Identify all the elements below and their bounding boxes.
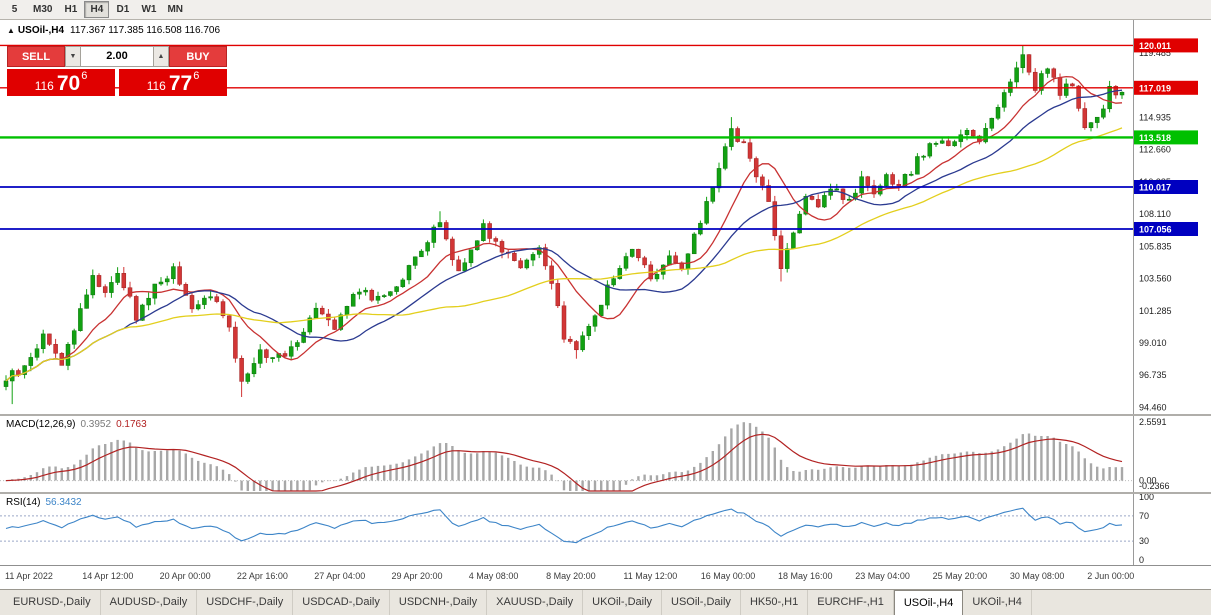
timeframe-button-h1[interactable]: H1 (58, 1, 83, 18)
sell-button[interactable]: SELL (7, 46, 65, 67)
rsi-label: RSI(14) 56.3432 (6, 497, 87, 508)
timeframe-button-5[interactable]: 5 (2, 1, 27, 18)
time-axis-label: 25 May 20:00 (932, 571, 988, 581)
collapse-panel-icon[interactable]: ▲ (7, 26, 15, 35)
macd-main-value: 0.3952 (80, 419, 112, 430)
time-axis-label: 11 May 12:00 (623, 571, 678, 581)
time-axis-label: 29 Apr 20:00 (391, 571, 443, 581)
svg-text:30: 30 (1139, 536, 1149, 546)
macd-label: MACD(12,26,9) 0.3952 0.1763 (6, 419, 152, 430)
time-axis-label: 22 Apr 16:00 (236, 571, 288, 581)
window-tab-usoil-daily[interactable]: USOil-,Daily (662, 590, 741, 615)
rsi-indicator-panel[interactable]: 100 70 30 0 RSI(14) 56.3432 (0, 492, 1211, 565)
chevron-up-icon: ▲ (157, 53, 165, 60)
chart-region: 119.485117.210114.935112.660110.385108.1… (0, 20, 1211, 589)
time-axis-label: 23 May 04:00 (855, 571, 910, 581)
svg-text:103.560: 103.560 (1139, 274, 1172, 284)
svg-text:107.056: 107.056 (1139, 225, 1172, 235)
svg-text:100: 100 (1139, 494, 1154, 502)
window-tab-ukoil-h4[interactable]: UKOil-,H4 (963, 590, 1032, 615)
window-tab-usoil-h4[interactable]: USOil-,H4 (893, 590, 964, 615)
window-tab-usdcnh-daily[interactable]: USDCNH-,Daily (390, 590, 488, 615)
time-axis-label: 20 Apr 00:00 (159, 571, 211, 581)
macd-signal-value: 0.1763 (116, 419, 147, 430)
buy-price-big: 77 (168, 72, 193, 96)
rsi-name: RSI(14) (6, 497, 41, 508)
sell-price-small: 116 (34, 79, 54, 93)
chevron-down-icon: ▼ (69, 53, 77, 60)
time-axis[interactable]: 11 Apr 2022 14 Apr 12:00 20 Apr 00:00 22 Ap… (0, 565, 1211, 589)
svg-text:101.285: 101.285 (1139, 306, 1172, 316)
window-tab-ukoil-daily[interactable]: UKOil-,Daily (583, 590, 663, 615)
price-chart-panel[interactable]: 119.485117.210114.935112.660110.385108.1… (0, 20, 1211, 414)
ohlc-values: 117.367 117.385 116.508 116.706 (70, 25, 221, 36)
time-axis-label: 2 Jun 00:00 (1087, 571, 1135, 581)
time-axis-label: 30 May 08:00 (1009, 571, 1065, 581)
svg-text:112.660: 112.660 (1139, 145, 1171, 155)
volume-increase-button[interactable]: ▲ (153, 46, 169, 67)
chart-window-tabs: EURUSD-,Daily AUDUSD-,Daily USDCHF-,Daily U… (0, 589, 1211, 615)
timeframe-button-w1[interactable]: W1 (136, 1, 161, 18)
svg-text:2.5591: 2.5591 (1139, 417, 1167, 427)
svg-text:105.835: 105.835 (1139, 241, 1172, 251)
timeframe-button-mn[interactable]: MN (162, 1, 188, 18)
macd-name: MACD(12,26,9) (6, 419, 76, 430)
svg-text:70: 70 (1139, 511, 1149, 521)
macd-indicator-panel[interactable]: 2.5591 0.00 -0.2366 MACD(12,26,9) 0.3952 0.1… (0, 414, 1211, 492)
one-click-trade-panel: SELL ▼ 2.00 ▲ BUY 116 70 6 116 77 6 (7, 46, 227, 96)
window-tab-audusd-daily[interactable]: AUDUSD-,Daily (101, 590, 198, 615)
time-axis-label: 18 May 16:00 (778, 571, 833, 581)
svg-text:99.010: 99.010 (1139, 338, 1167, 348)
rsi-value: 56.3432 (45, 497, 82, 508)
timeframe-button-h4[interactable]: H4 (84, 1, 110, 18)
svg-text:117.019: 117.019 (1139, 83, 1171, 93)
sell-price-sup: 6 (81, 70, 88, 82)
svg-text:-0.2366: -0.2366 (1139, 481, 1170, 491)
svg-text:120.011: 120.011 (1139, 41, 1171, 51)
svg-text:108.110: 108.110 (1139, 209, 1171, 219)
svg-text:114.935: 114.935 (1139, 112, 1171, 122)
sell-price-display[interactable]: 116 70 6 (7, 69, 115, 96)
svg-text:119.485: 119.485 (1139, 48, 1171, 58)
trade-prices-row: 116 70 6 116 77 6 (7, 69, 227, 96)
buy-price-sup: 6 (193, 70, 200, 82)
timeframe-button-d1[interactable]: D1 (110, 1, 135, 18)
time-axis-label: 11 Apr 2022 (5, 571, 53, 581)
buy-button[interactable]: BUY (169, 46, 227, 67)
time-axis-label: 14 Apr 12:00 (82, 571, 134, 581)
svg-text:94.460: 94.460 (1139, 403, 1167, 413)
svg-text:96.735: 96.735 (1139, 370, 1167, 380)
time-axis-label: 16 May 00:00 (700, 571, 756, 581)
svg-text:0.00: 0.00 (1139, 476, 1157, 486)
chart-header: ▲ USOil-,H4 117.367 117.385 116.508 116.70… (7, 25, 220, 36)
window-tab-usdcad-daily[interactable]: USDCAD-,Daily (293, 590, 390, 615)
svg-text:0: 0 (1139, 555, 1144, 565)
window-tab-hk50-h1[interactable]: HK50-,H1 (741, 590, 809, 615)
window-tab-eurusd-daily[interactable]: EURUSD-,Daily (4, 590, 101, 615)
symbol-label: USOil-,H4 (17, 25, 65, 36)
window-tab-eurchf-h1[interactable]: EURCHF-,H1 (808, 590, 894, 615)
time-axis-label: 8 May 20:00 (546, 571, 596, 581)
trade-buttons-row: SELL ▼ 2.00 ▲ BUY (7, 46, 227, 67)
buy-price-small: 116 (146, 79, 166, 93)
svg-text:113.518: 113.518 (1139, 133, 1171, 143)
time-axis-label: 4 May 08:00 (468, 571, 519, 581)
volume-input[interactable]: 2.00 (81, 46, 153, 67)
window-tab-xauusd-daily[interactable]: XAUUSD-,Daily (487, 590, 584, 615)
time-axis-label: 27 Apr 04:00 (314, 571, 366, 581)
svg-text:110.017: 110.017 (1139, 183, 1171, 193)
timeframe-button-m30[interactable]: M30 (28, 1, 57, 18)
window-tab-usdchf-daily[interactable]: USDCHF-,Daily (197, 590, 294, 615)
volume-decrease-button[interactable]: ▼ (65, 46, 81, 67)
buy-price-display[interactable]: 116 77 6 (119, 69, 227, 96)
timeframe-bar: 5 M30 H1 H4 D1 W1 MN (0, 0, 1211, 20)
sell-price-big: 70 (56, 72, 81, 96)
